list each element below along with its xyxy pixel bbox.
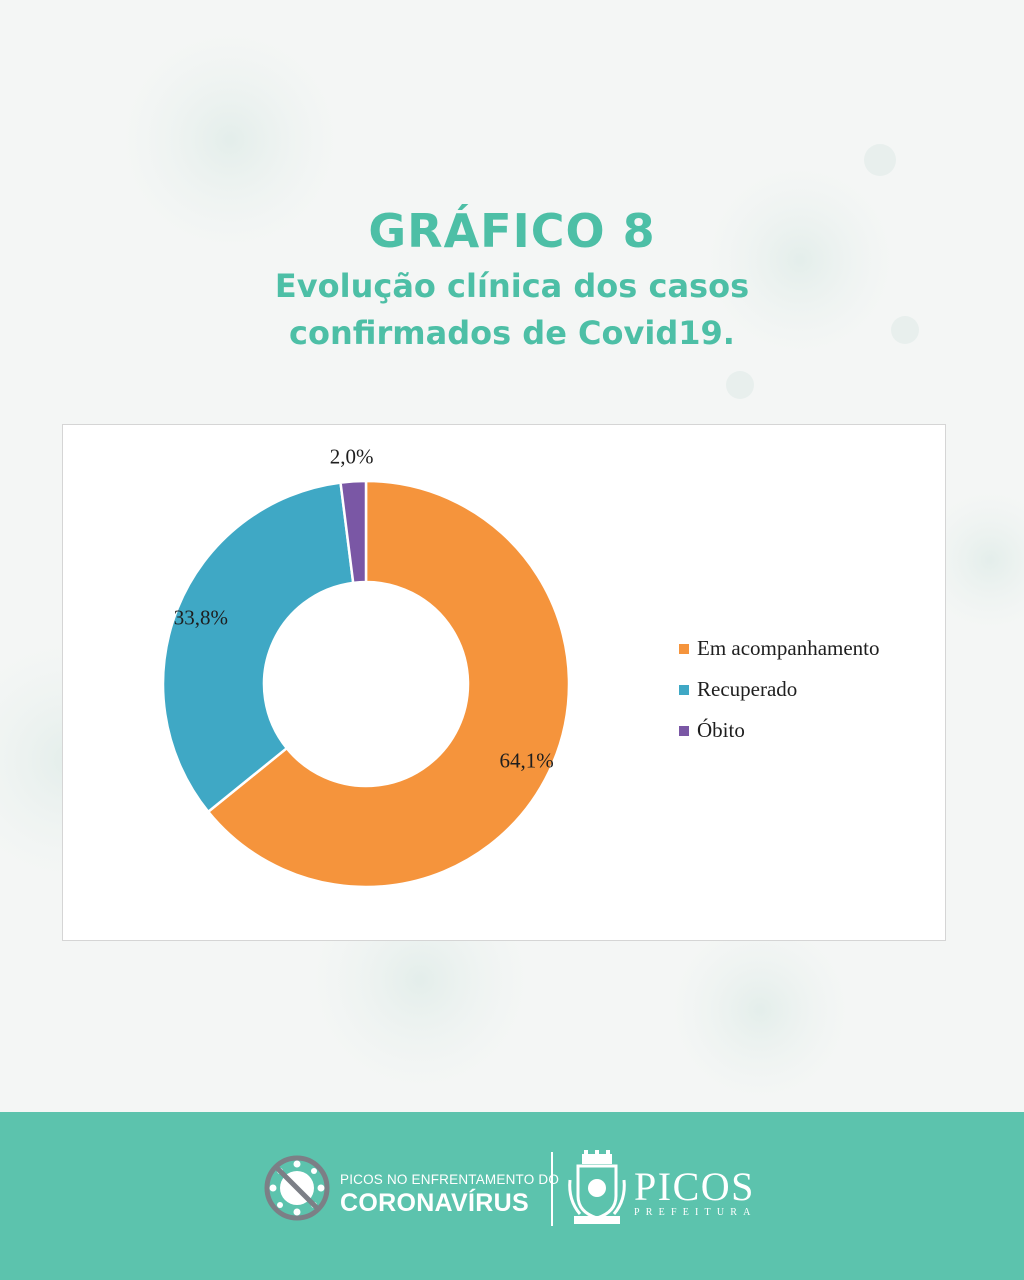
campaign-title: CORONAVÍRUS [340,1189,529,1217]
campaign-text: PICOS NO ENFRENTAMENTO DO CORONAVÍRUS [340,1172,559,1218]
donut-slice-recuperado [161,481,355,814]
donut-chart: 64,1% 33,8% 2,0% [161,444,571,889]
chart-panel: 64,1% 33,8% 2,0% Em acompanhamento Recuper… [62,424,946,941]
legend-label: Óbito [697,718,745,742]
data-label-recuperado: 33,8% [174,606,228,630]
city-name: PICOS [634,1164,755,1209]
donut-slice-em-acompanhamento [206,479,571,889]
city-crest-icon [568,1150,626,1224]
page-title: GRÁFICO 8 [368,204,656,258]
chart-legend: Em acompanhamento Recuperado Óbito [679,628,880,751]
prefeitura-logo-text: PICOS PREFEITURA [634,1164,757,1220]
donut-slice-obito [339,479,368,585]
data-label-obito: 2,0% [330,444,374,468]
legend-swatch [679,684,689,695]
virus-prohibited-icon [264,1155,330,1221]
legend-item-em-acompanhamento: Em acompanhamento [679,628,880,669]
campaign-tagline: PICOS NO ENFRENTAMENTO DO [340,1172,560,1187]
legend-swatch [679,643,689,654]
footer-divider [551,1152,553,1226]
legend-item-obito: Óbito [679,710,880,751]
city-subtitle: PREFEITURA [634,1207,757,1218]
chart-heading: GRÁFICO 8 Evolução clínica dos casos con… [0,200,1024,356]
legend-item-recuperado: Recuperado [679,669,880,710]
footer-bar: PICOS NO ENFRENTAMENTO DO CORONAVÍRUS PI… [0,1112,1024,1280]
data-label-em-acompanhamento: 64,1% [500,749,554,773]
legend-label: Em acompanhamento [697,636,880,660]
legend-label: Recuperado [697,677,798,701]
page-subtitle-line-2: confirmados de Covid19. [289,314,735,352]
legend-swatch [679,725,689,736]
page-subtitle-line-1: Evolução clínica dos casos [274,267,750,305]
